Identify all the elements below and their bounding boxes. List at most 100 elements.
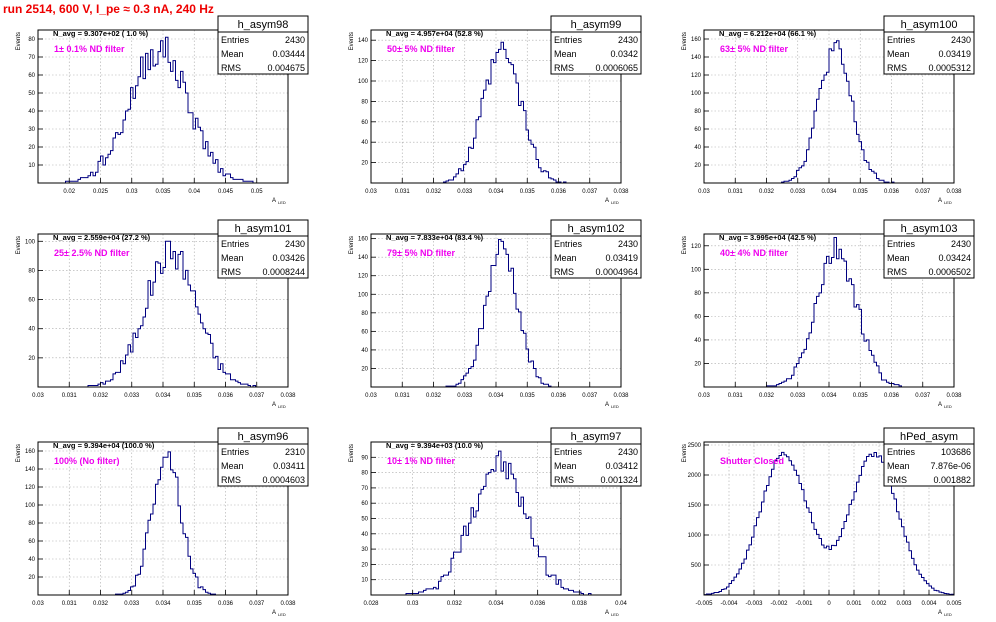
stats-label-rms: RMS bbox=[221, 63, 241, 73]
y-tick-label: 2000 bbox=[688, 473, 702, 479]
stats-title: h_asym101 bbox=[235, 223, 292, 235]
x-tick-label: 0.038 bbox=[613, 189, 629, 195]
x-tick-label: 0.038 bbox=[280, 601, 296, 607]
y-tick-label: 60 bbox=[28, 298, 35, 304]
stats-value-entries: 2430 bbox=[618, 35, 638, 45]
stats-value-rms: 0.0006502 bbox=[928, 267, 971, 277]
stats-value-entries: 2310 bbox=[285, 447, 305, 457]
stats-label-entries: Entries bbox=[887, 35, 916, 45]
stats-box bbox=[883, 15, 975, 75]
y-tick-label: 120 bbox=[691, 73, 702, 79]
stats-label-rms: RMS bbox=[221, 475, 241, 485]
y-tick-label: 40 bbox=[28, 327, 35, 333]
y-tick-label: 20 bbox=[361, 161, 368, 167]
x-tick-label: 0.033 bbox=[457, 189, 473, 195]
stats-value-entries: 103686 bbox=[941, 447, 971, 457]
y-axis-label: Events bbox=[349, 32, 355, 50]
x-tick-label: -0.004 bbox=[720, 601, 738, 607]
stats-label-rms: RMS bbox=[554, 475, 574, 485]
stats-value-mean: 0.03419 bbox=[605, 253, 638, 263]
y-axis-label: Events bbox=[349, 444, 355, 462]
y-tick-label: 20 bbox=[694, 361, 701, 367]
stats-value-mean: 0.03411 bbox=[273, 461, 305, 471]
filter-label: 40± 4% ND filter bbox=[720, 248, 788, 258]
x-tick-label: 0.035 bbox=[520, 189, 536, 195]
stats-label-entries: Entries bbox=[887, 239, 916, 249]
y-tick-label: 40 bbox=[694, 338, 701, 344]
histogram-panel-h_asym102: 0.03 0.031 0.032 0.033 0.034 0.035 0.036 0.037 0… bbox=[349, 219, 642, 409]
stats-label-mean: Mean bbox=[221, 49, 244, 59]
stats-value-entries: 2430 bbox=[951, 35, 971, 45]
stats-box bbox=[883, 219, 975, 279]
y-tick-label: 140 bbox=[358, 38, 369, 44]
x-tick-label: 0.04 bbox=[188, 189, 200, 195]
y-tick-label: 1000 bbox=[688, 533, 702, 539]
stats-title: h_asym99 bbox=[571, 19, 622, 31]
histogram-panel-h_asym96: 0.03 0.031 0.032 0.033 0.034 0.035 0.036 0.037 0… bbox=[16, 427, 309, 617]
y-axis-label: Events bbox=[16, 444, 22, 462]
filter-label: Shutter Closed bbox=[720, 456, 784, 466]
stats-value-mean: 0.03426 bbox=[272, 253, 305, 263]
y-tick-label: 50 bbox=[28, 91, 35, 97]
stats-label-mean: Mean bbox=[887, 253, 910, 263]
x-tick-label: 0.045 bbox=[218, 189, 234, 195]
x-tick-label: 0.031 bbox=[395, 189, 411, 195]
y-tick-label: 30 bbox=[361, 547, 368, 553]
y-tick-label: 40 bbox=[694, 145, 701, 151]
y-tick-label: 100 bbox=[358, 79, 369, 85]
x-axis-label-subscript: LED bbox=[944, 404, 952, 409]
stats-box bbox=[217, 427, 309, 487]
x-axis-label-subscript: LED bbox=[944, 612, 952, 617]
x-tick-label: 0.032 bbox=[93, 601, 109, 607]
x-tick-label: -0.003 bbox=[745, 601, 763, 607]
y-tick-label: 2500 bbox=[688, 443, 702, 449]
stats-label-rms: RMS bbox=[887, 475, 907, 485]
x-tick-label: 0.03 bbox=[365, 393, 377, 399]
x-tick-label: 0.036 bbox=[551, 393, 567, 399]
y-tick-label: 10 bbox=[361, 578, 368, 584]
y-tick-label: 1500 bbox=[688, 503, 702, 509]
y-axis-label: Events bbox=[682, 32, 688, 50]
stats-label-entries: Entries bbox=[221, 239, 250, 249]
y-tick-label: 30 bbox=[28, 127, 35, 133]
x-tick-label: 0.033 bbox=[124, 601, 140, 607]
x-axis-label: A bbox=[938, 402, 942, 408]
stats-value-mean: 0.03444 bbox=[272, 49, 305, 59]
filter-label: 63± 5% ND filter bbox=[720, 44, 788, 54]
x-tick-label: 0.034 bbox=[155, 393, 171, 399]
y-tick-label: 20 bbox=[361, 366, 368, 372]
x-tick-label: 0.037 bbox=[249, 393, 265, 399]
y-tick-label: 60 bbox=[361, 120, 368, 126]
navg-label: N_avg = 6.212e+04 (66.1 %) bbox=[719, 29, 817, 38]
x-tick-label: 0.03 bbox=[126, 189, 138, 195]
x-tick-label: 0.038 bbox=[280, 393, 296, 399]
filter-label: 50± 5% ND filter bbox=[387, 44, 455, 54]
filter-label: 79± 5% ND filter bbox=[387, 248, 455, 258]
stats-label-entries: Entries bbox=[887, 447, 916, 457]
stats-label-entries: Entries bbox=[554, 239, 583, 249]
y-tick-label: 90 bbox=[361, 455, 368, 461]
x-tick-label: 0.038 bbox=[946, 393, 962, 399]
filter-label: 100% (No filter) bbox=[54, 456, 120, 466]
x-tick-label: 0.032 bbox=[447, 601, 463, 607]
y-tick-label: 60 bbox=[694, 314, 701, 320]
stats-box bbox=[550, 219, 642, 279]
y-tick-label: 40 bbox=[361, 532, 368, 538]
stats-label-entries: Entries bbox=[221, 35, 250, 45]
x-tick-label: 0.035 bbox=[853, 189, 869, 195]
x-axis-label-subscript: LED bbox=[611, 200, 619, 205]
x-tick-label: 0.03 bbox=[32, 393, 44, 399]
navg-label: N_avg = 9.394e+04 (100.0 %) bbox=[53, 441, 155, 450]
stats-title: hPed_asym bbox=[900, 431, 958, 443]
histogram-panel-h_asym98: 0.02 0.025 0.03 0.035 0.04 0.045 0.05 10 20 30 40 5… bbox=[16, 15, 309, 205]
x-tick-label: 0.031 bbox=[62, 601, 78, 607]
histogram-panel-h_asym101: 0.03 0.031 0.032 0.033 0.034 0.035 0.036 0.037 0… bbox=[16, 219, 309, 409]
x-tick-label: 0.031 bbox=[728, 393, 744, 399]
y-tick-label: 80 bbox=[694, 109, 701, 115]
x-tick-label: 0.037 bbox=[582, 393, 598, 399]
y-tick-label: 70 bbox=[28, 55, 35, 61]
x-tick-label: 0.032 bbox=[93, 393, 109, 399]
x-axis-label-subscript: LED bbox=[278, 404, 286, 409]
y-axis-label: Events bbox=[349, 236, 355, 254]
stats-value-entries: 2430 bbox=[285, 239, 305, 249]
